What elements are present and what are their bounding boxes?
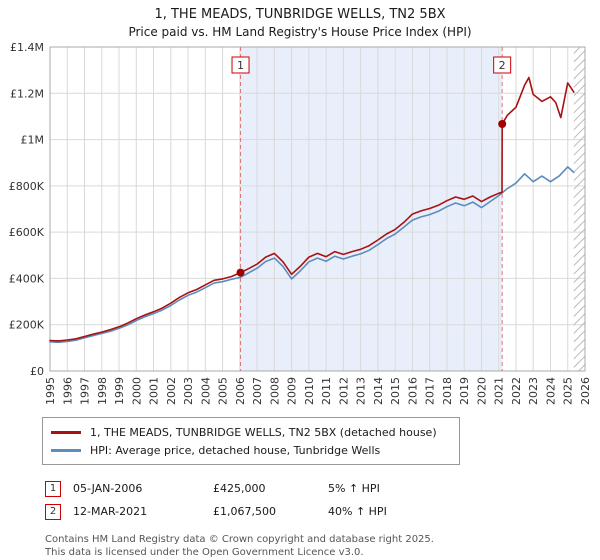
hpi-legend-label: HPI: Average price, detached house, Tunb… — [90, 443, 381, 457]
sale-2-date: 12-MAR-2021 — [73, 505, 148, 518]
sale-marker-number-1: 1 — [237, 59, 244, 72]
sale-1-date: 05-JAN-2006 — [73, 482, 143, 495]
plot-border — [49, 46, 586, 372]
x-axis-label: 2018 — [441, 377, 454, 405]
sale-marker-box-2 — [493, 56, 512, 74]
y-axis-label: £0 — [30, 365, 44, 378]
x-axis-label: 2019 — [458, 377, 471, 405]
gridlines — [49, 46, 586, 372]
chart-header: 1, THE MEADS, TUNBRIDGE WELLS, TN2 5BX P… — [0, 0, 600, 39]
sale-row-2: 2 12-MAR-2021 £1,067,500 40% ↑ HPI — [45, 500, 600, 523]
copyright-line-1: Contains HM Land Registry data © Crown c… — [45, 534, 434, 545]
future-hatch-region — [573, 47, 585, 371]
x-axis-label: 2008 — [268, 377, 281, 405]
x-axis-label: 2001 — [148, 377, 161, 405]
x-axis-label: 2015 — [389, 377, 402, 405]
sale-point-1 — [236, 268, 245, 277]
x-axis-label: 2017 — [424, 377, 437, 405]
x-axis-label: 2021 — [493, 377, 506, 405]
sale-2-price: £1,067,500 — [213, 505, 276, 518]
price-paid-legend-label: 1, THE MEADS, TUNBRIDGE WELLS, TN2 5BX (… — [90, 425, 437, 439]
page-subtitle: Price paid vs. HM Land Registry's House … — [128, 25, 472, 39]
sale-1-marker-badge: 1 — [45, 480, 61, 497]
x-axis-label: 2016 — [406, 377, 419, 405]
x-axis-label: 1998 — [96, 377, 109, 405]
sale-1-hpi-change: 5% ↑ HPI — [328, 482, 380, 495]
y-axis-label: £600K — [9, 226, 45, 239]
x-axis-label: 2009 — [286, 377, 299, 405]
sale-marker-number-2: 2 — [499, 59, 506, 72]
x-axis-label: 2011 — [320, 377, 333, 405]
x-axis-label: 2025 — [562, 377, 575, 405]
x-axis-label: 2024 — [544, 377, 557, 405]
x-axis-label: 2000 — [130, 377, 143, 405]
hpi-line — [49, 166, 575, 344]
copyright-footer: Contains HM Land Registry data © Crown c… — [45, 533, 600, 559]
sale-row-1: 1 05-JAN-2006 £425,000 5% ↑ HPI — [45, 477, 600, 500]
sale-2-marker-badge: 2 — [45, 503, 61, 520]
x-axis-label: 2022 — [510, 377, 523, 405]
copyright-line-2: This data is licensed under the Open Gov… — [45, 547, 364, 558]
sale-point-2 — [498, 120, 507, 128]
x-axis-label: 2023 — [527, 377, 540, 405]
x-axis-label: 2003 — [182, 377, 195, 405]
x-axis-label: 1996 — [61, 377, 74, 405]
x-axis-label: 2020 — [475, 377, 488, 405]
x-axis-label: 2013 — [355, 377, 368, 405]
x-axis-label: 1997 — [79, 377, 92, 405]
hpi-line-swatch — [51, 448, 81, 452]
x-axis-label: 2012 — [337, 377, 350, 405]
price-paid-line-swatch — [51, 430, 81, 434]
x-axis-label: 2014 — [372, 377, 385, 405]
y-axis-label: £1.2M — [10, 87, 44, 100]
sale-annotations: 1 05-JAN-2006 £425,000 5% ↑ HPI 2 12-MAR… — [45, 477, 600, 523]
price-history-chart: 1 2 £0 £200K £400K £600K £800K £1M £1.2M £1.4M 199… — [9, 41, 592, 405]
x-axis-label: 2006 — [234, 377, 247, 405]
legend-item-price-paid: 1, THE MEADS, TUNBRIDGE WELLS, TN2 5BX (… — [51, 423, 451, 441]
x-axis-label: 1999 — [113, 377, 126, 405]
chart-legend: 1, THE MEADS, TUNBRIDGE WELLS, TN2 5BX (… — [42, 417, 460, 465]
sale-1-price: £425,000 — [213, 482, 266, 495]
y-axis-label: £800K — [9, 180, 45, 193]
x-axis-label: 2007 — [251, 377, 264, 405]
x-axis-label: 2002 — [165, 377, 178, 405]
between-sales-shading — [240, 47, 503, 371]
y-axis-label: £1.4M — [10, 41, 44, 54]
x-axis-label: 2026 — [579, 377, 592, 405]
page-title: 1, THE MEADS, TUNBRIDGE WELLS, TN2 5BX — [154, 7, 446, 22]
x-axis-label: 1995 — [44, 377, 57, 405]
sale-2-hpi-change: 40% ↑ HPI — [328, 505, 387, 518]
x-axis-label: 2010 — [303, 377, 316, 405]
y-axis-label: £1M — [21, 134, 45, 147]
y-axis-label: £400K — [9, 272, 45, 285]
x-axis-label: 2005 — [217, 377, 230, 405]
legend-item-hpi: HPI: Average price, detached house, Tunb… — [51, 441, 451, 459]
y-axis-label: £200K — [9, 319, 45, 332]
sale-marker-box-1 — [231, 56, 250, 74]
x-axis-label: 2004 — [199, 377, 212, 405]
